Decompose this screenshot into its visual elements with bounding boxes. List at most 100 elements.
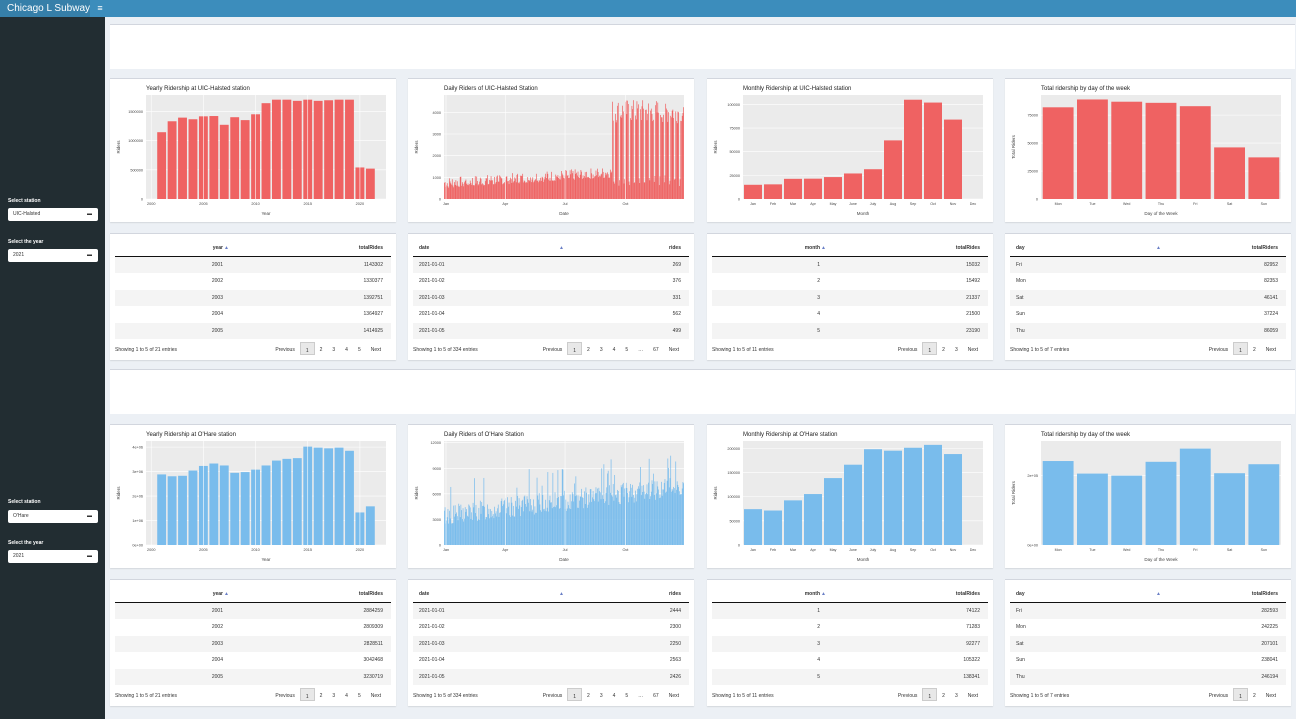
sort-asc-icon[interactable]: ▲ [821, 591, 826, 597]
column-header-2[interactable]: rides [669, 245, 681, 251]
table-row[interactable]: 1 74122 [712, 603, 988, 620]
page-button[interactable]: 2 [1252, 692, 1256, 699]
table-row[interactable]: Mon 242225 [1010, 619, 1286, 635]
previous-page-button[interactable]: Previous [1208, 346, 1229, 353]
page-button[interactable]: 3 [332, 692, 336, 699]
page-button[interactable]: 4 [345, 346, 348, 353]
table-row[interactable]: 4 21500 [712, 306, 988, 322]
table-row[interactable]: 2004 3042468 [115, 652, 391, 668]
table-row[interactable]: 2021-01-05 499 [413, 322, 689, 339]
column-header-1[interactable]: year [212, 591, 223, 597]
table-row[interactable]: 2001 1143302 [115, 257, 391, 274]
column-header-2[interactable]: totalRides [358, 245, 383, 251]
table-row[interactable]: 2005 3230719 [115, 668, 391, 685]
table-row[interactable]: 2003 2828511 [115, 635, 391, 653]
table-row[interactable]: 2021-01-03 2250 [413, 635, 689, 653]
page-button[interactable]: 4 [345, 692, 348, 699]
column-header-2[interactable]: totalRides [358, 591, 383, 597]
table-row[interactable]: 3 21337 [712, 289, 988, 307]
table-row[interactable]: 2021-01-02 376 [413, 273, 689, 289]
previous-page-button[interactable]: Previous [542, 692, 563, 699]
page-button[interactable]: 1 [1233, 341, 1248, 355]
previous-page-button[interactable]: Previous [275, 692, 295, 699]
page-button[interactable]: 3 [599, 346, 603, 353]
column-header-1[interactable]: year [212, 245, 223, 251]
page-button[interactable]: 67 [653, 692, 659, 699]
year-select-1[interactable]: 2021 ▬ [8, 249, 98, 262]
column-header-1[interactable]: date [419, 245, 430, 251]
column-header-2[interactable]: rides [669, 591, 681, 597]
sort-asc-icon[interactable]: ▲ [559, 591, 564, 597]
next-page-button[interactable]: Next [1265, 692, 1276, 699]
table-row[interactable]: Sun 238041 [1010, 652, 1286, 668]
page-button[interactable]: 3 [332, 346, 336, 353]
table-row[interactable]: 2002 1330377 [115, 273, 391, 289]
column-header-1[interactable]: month [804, 245, 820, 251]
table-row[interactable]: 2005 1414925 [115, 322, 391, 339]
sidebar-toggle-icon[interactable]: ≡ [97, 3, 103, 13]
sort-asc-icon[interactable]: ▲ [224, 245, 229, 251]
sort-asc-icon[interactable]: ▲ [1156, 591, 1161, 597]
page-button[interactable]: 4 [612, 692, 616, 699]
table-row[interactable]: 2021-01-01 269 [413, 257, 689, 274]
previous-page-button[interactable]: Previous [1208, 692, 1229, 699]
table-row[interactable]: Fri 282593 [1010, 603, 1286, 620]
previous-page-button[interactable]: Previous [275, 346, 295, 353]
page-button[interactable]: 3 [599, 692, 603, 699]
table-row[interactable]: 2021-01-02 2300 [413, 619, 689, 635]
page-button[interactable]: 2 [319, 692, 323, 699]
sort-asc-icon[interactable]: ▲ [821, 245, 826, 251]
page-button[interactable]: 1 [1233, 687, 1248, 701]
previous-page-button[interactable]: Previous [897, 692, 918, 699]
table-row[interactable]: Thu 246194 [1010, 668, 1286, 685]
table-row[interactable]: 2004 1364927 [115, 306, 391, 322]
page-button[interactable]: 5 [625, 346, 629, 353]
next-page-button[interactable]: Next [370, 346, 381, 353]
page-button[interactable]: 5 [357, 692, 361, 699]
table-row[interactable]: Mon 82353 [1010, 273, 1286, 289]
page-button[interactable]: 1 [567, 687, 583, 701]
table-row[interactable]: 2021-01-04 562 [413, 306, 689, 322]
previous-page-button[interactable]: Previous [897, 346, 918, 353]
column-header-1[interactable]: month [804, 591, 820, 597]
sort-asc-icon[interactable]: ▲ [224, 591, 229, 597]
next-page-button[interactable]: Next [668, 346, 679, 353]
table-row[interactable]: 2001 2884259 [115, 603, 391, 620]
sort-asc-icon[interactable]: ▲ [559, 245, 564, 251]
column-header-2[interactable]: totalRides [955, 245, 980, 251]
table-row[interactable]: 2 15492 [712, 273, 988, 289]
table-row[interactable]: 2003 1392751 [115, 289, 391, 307]
page-button[interactable]: 3 [954, 346, 958, 353]
column-header-2[interactable]: totalRides [955, 591, 980, 597]
table-row[interactable]: 2021-01-04 2563 [413, 652, 689, 668]
table-row[interactable]: Sun 37224 [1010, 306, 1286, 322]
table-row[interactable]: 5 138341 [712, 668, 988, 685]
sort-asc-icon[interactable]: ▲ [1156, 245, 1161, 251]
table-row[interactable]: Thu 86059 [1010, 322, 1286, 339]
next-page-button[interactable]: Next [967, 692, 978, 699]
page-button[interactable]: 4 [612, 346, 616, 353]
table-row[interactable]: 5 23190 [712, 322, 988, 339]
station-select-1[interactable]: UIC-Halsted ▬ [8, 208, 98, 221]
page-button[interactable]: 1 [922, 687, 938, 701]
column-header-1[interactable]: date [419, 591, 430, 597]
column-header-1[interactable]: day [1016, 245, 1025, 251]
table-row[interactable]: Fri 82952 [1010, 257, 1286, 274]
table-row[interactable]: 2 71283 [712, 619, 988, 635]
table-row[interactable]: 3 92277 [712, 635, 988, 653]
next-page-button[interactable]: Next [668, 692, 679, 699]
column-header-2[interactable]: totalRiders [1251, 591, 1278, 597]
column-header-2[interactable]: totalRiders [1251, 245, 1278, 251]
page-button[interactable]: 5 [625, 692, 629, 699]
next-page-button[interactable]: Next [370, 692, 381, 699]
year-select-2[interactable]: 2021 ▬ [8, 550, 98, 563]
next-page-button[interactable]: Next [1265, 346, 1276, 353]
page-button[interactable]: 67 [653, 346, 659, 353]
table-row[interactable]: Sat 207101 [1010, 635, 1286, 653]
page-button[interactable]: 2 [587, 346, 590, 353]
table-row[interactable]: Sat 46141 [1010, 289, 1286, 307]
table-row[interactable]: 2021-01-05 2426 [413, 668, 689, 685]
page-button[interactable]: 2 [319, 346, 323, 353]
table-row[interactable]: 2021-01-03 331 [413, 289, 689, 307]
table-row[interactable]: 1 15032 [712, 257, 988, 274]
